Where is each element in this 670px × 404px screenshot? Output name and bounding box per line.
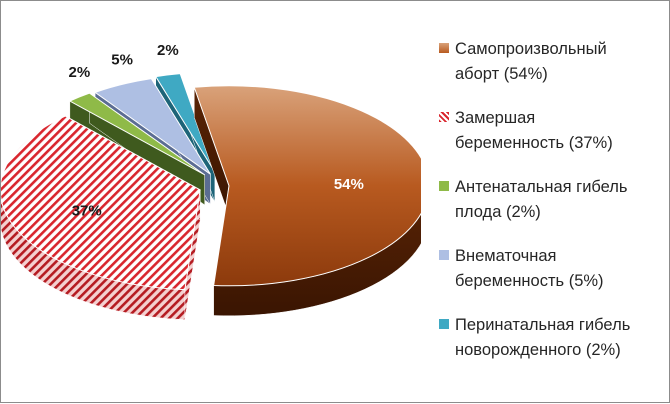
legend-item: Антенатальная гибель плода (2%) bbox=[439, 175, 667, 225]
legend-label: Внематочная bbox=[455, 247, 557, 265]
pie-slice-top bbox=[193, 85, 421, 287]
legend-item: Перинатальная гибель новорожденного (2%) bbox=[439, 313, 667, 363]
legend-label: Антенатальная гибель bbox=[455, 178, 628, 196]
legend-item: Замершая беременность (37%) bbox=[439, 106, 667, 156]
data-label: 5% bbox=[111, 51, 133, 68]
legend-swatch bbox=[439, 43, 449, 53]
pie-slice-top bbox=[154, 73, 216, 173]
legend-swatch bbox=[439, 181, 449, 191]
pie-slice-1 bbox=[193, 85, 421, 317]
pie-slice-top bbox=[1, 115, 201, 291]
legend-swatch bbox=[439, 319, 449, 329]
legend-label: новорожденного (2%) bbox=[455, 341, 621, 359]
legend-swatch bbox=[439, 112, 449, 122]
data-label: 37% bbox=[72, 202, 102, 219]
data-label: 54% bbox=[334, 176, 364, 193]
legend-item: Самопроизвольный аборт (54%) bbox=[439, 37, 667, 87]
legend-label: аборт (54%) bbox=[455, 65, 548, 83]
legend: Самопроизвольный аборт (54%) Замершая берем… bbox=[439, 37, 667, 382]
pie-chart: 54% 37% 2% 5% 2% bbox=[1, 42, 421, 320]
legend-swatch bbox=[439, 250, 449, 260]
data-label: 2% bbox=[157, 42, 179, 59]
legend-label: беременность (5%) bbox=[455, 272, 604, 290]
legend-item: Внематочная беременность (5%) bbox=[439, 244, 667, 294]
pie-slice-top bbox=[68, 92, 205, 176]
pie-slice-top bbox=[94, 78, 211, 175]
legend-label: беременность (37%) bbox=[455, 134, 613, 152]
legend-label: Замершая bbox=[455, 109, 536, 127]
legend-label: Перинатальная гибель bbox=[455, 316, 631, 334]
pie-slice-2 bbox=[1, 115, 201, 320]
data-label: 2% bbox=[69, 64, 91, 81]
legend-label: Самопроизвольный bbox=[455, 40, 607, 58]
legend-label: плода (2%) bbox=[455, 203, 541, 221]
